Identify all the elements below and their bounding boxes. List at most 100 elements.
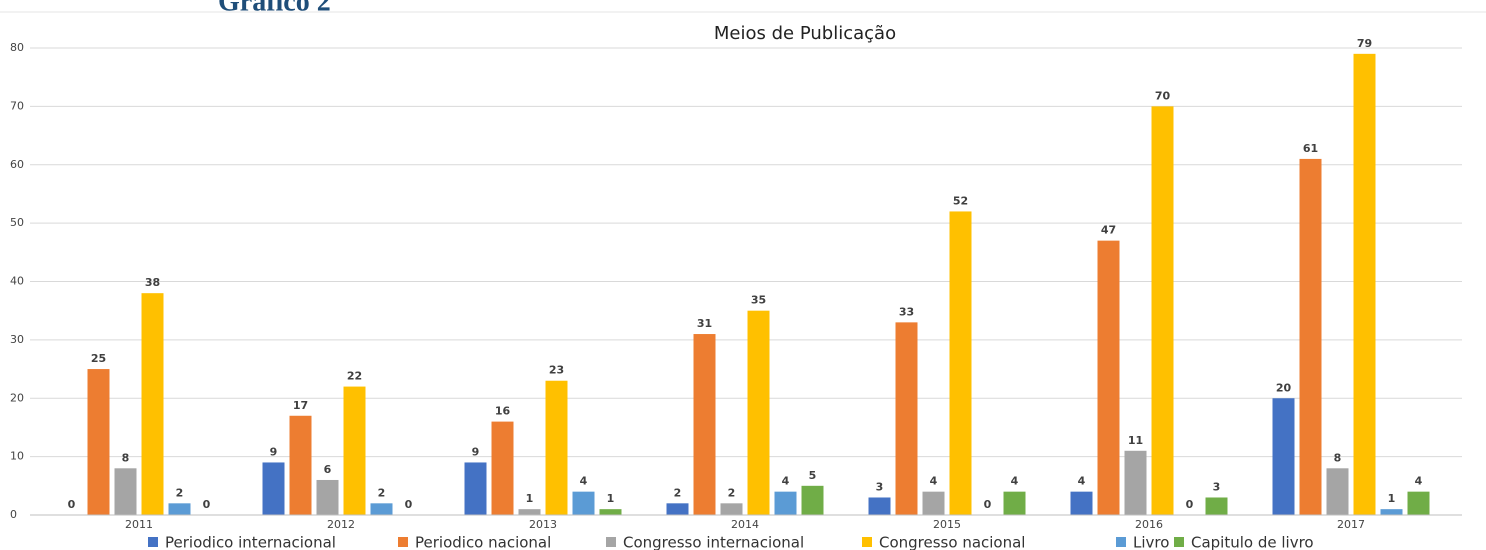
data-label: 11 [1128,434,1143,447]
data-label: 2 [176,486,184,499]
bar [868,497,891,515]
bar [1299,158,1322,515]
data-label: 4 [1011,475,1019,488]
data-label: 47 [1101,224,1116,237]
y-tick-label: 30 [10,333,24,346]
data-label: 0 [984,498,992,511]
data-label: 2 [674,486,682,499]
bar [1070,491,1093,515]
bar [1124,450,1147,515]
bar [464,462,487,515]
data-label: 52 [953,194,968,207]
legend-label: Periodico internacional [165,534,336,550]
data-label: 3 [1213,480,1221,493]
data-label: 4 [580,475,588,488]
data-label: 4 [1078,475,1086,488]
data-label: 6 [324,463,332,476]
data-label: 0 [68,498,76,511]
x-tick-label: 2015 [933,518,961,531]
bar [949,211,972,515]
bar [801,485,824,515]
bar [114,468,137,515]
bar [545,380,568,515]
x-tick-label: 2017 [1337,518,1365,531]
bar [1097,240,1120,515]
bar [774,491,797,515]
bar [572,491,595,515]
bar [1407,491,1430,515]
y-tick-label: 0 [10,508,17,521]
y-tick-label: 20 [10,391,24,404]
bar [747,310,770,515]
legend-swatch [606,537,616,547]
data-label: 61 [1303,142,1318,155]
y-tick-label: 40 [10,275,24,288]
data-label: 1 [1388,492,1396,505]
bar [370,503,393,515]
x-tick-label: 2013 [529,518,557,531]
bar [168,503,191,515]
data-label: 2 [728,486,736,499]
bar [1353,53,1376,516]
bar [599,509,622,515]
bar [262,462,285,515]
data-label: 8 [122,451,130,464]
data-label: 33 [899,305,914,318]
chart-title: Meios de Publicação [714,23,896,44]
bar [289,415,312,515]
bar [316,479,339,515]
bar [343,386,366,515]
legend-swatch [148,537,158,547]
data-label: 17 [293,399,308,412]
data-label: 9 [472,445,480,458]
bar [518,509,541,515]
page-heading: Gráfico 2 [218,0,331,17]
bar [1205,497,1228,515]
data-label: 25 [91,352,106,365]
bar [1151,106,1174,515]
bar [693,334,716,515]
legend-swatch [1174,537,1184,547]
bar [87,369,110,515]
data-label: 0 [203,498,211,511]
y-tick-label: 80 [10,41,24,54]
legend-label: Congresso internacional [623,534,804,550]
x-tick-label: 2011 [125,518,153,531]
bar [922,491,945,515]
legend-label: Capitulo de livro [1191,534,1314,550]
legend-swatch [398,537,408,547]
legend-label: Congresso nacional [879,534,1025,550]
data-label: 16 [495,405,511,418]
data-label: 4 [782,475,790,488]
y-tick-label: 10 [10,450,24,463]
x-tick-label: 2014 [731,518,759,531]
data-label: 22 [347,370,362,383]
data-label: 1 [526,492,534,505]
data-label: 38 [145,276,160,289]
legend-label: Periodico nacional [415,534,551,550]
data-label: 3 [876,480,884,493]
bar [1326,468,1349,515]
bar [1380,509,1403,515]
bar [491,421,514,515]
data-label: 70 [1155,89,1171,102]
y-tick-label: 70 [10,99,24,112]
bar [1003,491,1026,515]
bar [720,503,743,515]
data-label: 23 [549,364,564,377]
data-label: 8 [1334,451,1342,464]
x-tick-label: 2016 [1135,518,1163,531]
data-label: 35 [751,294,766,307]
bar [141,293,164,515]
bar [1272,398,1295,515]
legend-swatch [1116,537,1126,547]
data-label: 20 [1276,381,1292,394]
bar [666,503,689,515]
y-tick-label: 50 [10,216,24,229]
data-label: 5 [809,469,817,482]
legend-swatch [862,537,872,547]
bar [895,322,918,515]
data-label: 4 [930,475,938,488]
